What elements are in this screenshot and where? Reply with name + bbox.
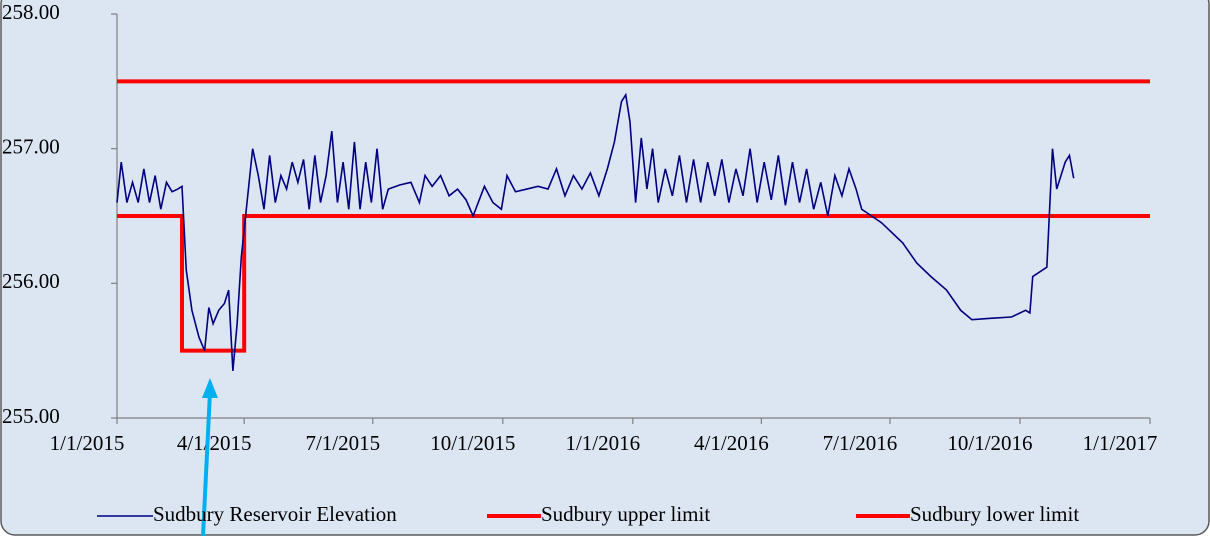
- y-tick-label: 256.00: [2, 269, 60, 293]
- x-tick-label: 10/1/2016: [947, 431, 1032, 455]
- x-tick-label: 1/1/2016: [565, 431, 640, 455]
- y-tick-label: 257.00: [2, 134, 60, 158]
- x-tick-label: 4/1/2016: [694, 431, 769, 455]
- plot-area: 255.00 256.00 257.00 258.00 1/1/2015 4/1/2015…: [2, 0, 1157, 455]
- x-tick-label: 7/1/2016: [823, 431, 898, 455]
- y-tick-label: 258.00: [2, 0, 60, 24]
- x-tick-label: 10/1/2015: [430, 431, 515, 455]
- x-tick-label: 1/1/2017: [1083, 431, 1158, 455]
- x-tick-label: 4/1/2015: [177, 431, 252, 455]
- y-tick-label: 255.00: [2, 404, 60, 428]
- legend-label: Sudbury upper limit: [541, 502, 710, 526]
- series-line: [116, 92, 1075, 371]
- legend-label: Sudbury lower limit: [910, 502, 1079, 526]
- annotation-arrow: [201, 378, 218, 536]
- x-tick-label: 7/1/2015: [305, 431, 380, 455]
- legend-label: Sudbury Reservoir Elevation: [153, 502, 397, 526]
- x-tick-label: 1/1/2015: [50, 431, 125, 455]
- series-line: [117, 214, 1150, 353]
